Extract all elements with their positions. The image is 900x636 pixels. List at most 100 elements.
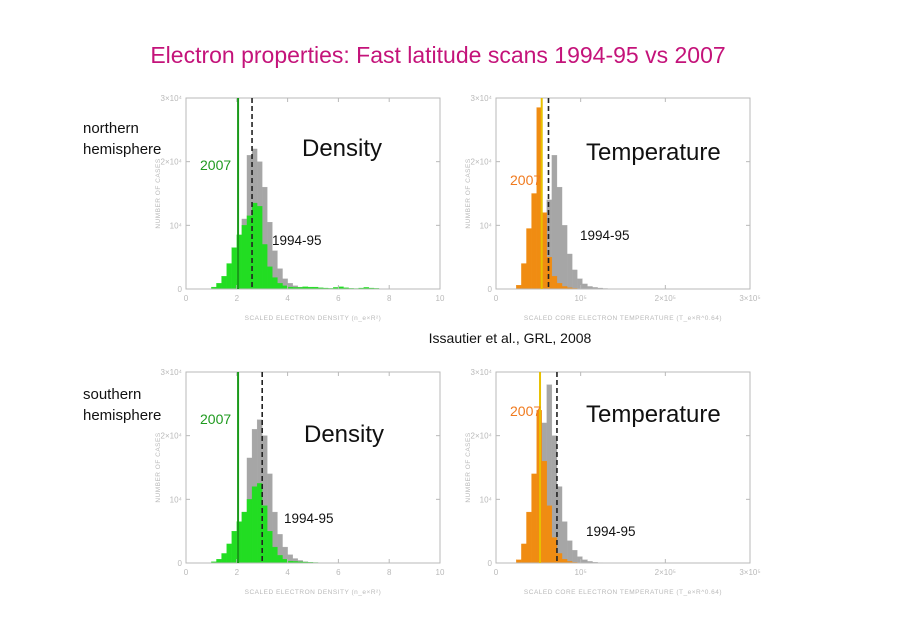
histogram-bar <box>577 556 583 564</box>
hemisphere-label-south: southern hemisphere <box>83 384 161 426</box>
y-axis-label: NUMBER OF CASES <box>155 432 162 503</box>
histogram-north-temperature: 0 10⁴ 2×10⁴ 3×10⁴ 0 10⁵ 2×10⁵ 3×10⁵ SCALED CORE … <box>465 94 761 322</box>
x-tick-label: 10⁵ <box>575 294 587 303</box>
panel-title: Temperature <box>586 401 721 428</box>
x-tick-label: 4 <box>285 568 290 577</box>
histogram-bar <box>526 511 532 564</box>
y-tick-label: 2×10⁴ <box>161 432 183 441</box>
x-tick-label: 6 <box>336 294 341 303</box>
histogram-bar <box>246 499 253 564</box>
series-label-2007: 2007 <box>510 172 541 188</box>
hemisphere-label-north: northern hemisphere <box>83 118 161 160</box>
histogram-bar <box>226 543 232 564</box>
histogram-bar <box>546 505 553 564</box>
hemisphere-label-line: hemisphere <box>83 141 162 158</box>
x-tick-label: 2 <box>235 294 240 303</box>
x-tick-label: 10 <box>436 568 445 577</box>
x-tick-label: 6 <box>336 568 341 577</box>
series-2007-bars <box>516 107 578 290</box>
y-tick-label: 3×10⁴ <box>471 368 493 377</box>
y-tick-label: 2×10⁴ <box>471 432 493 441</box>
x-tick-label: 10 <box>436 294 445 303</box>
histogram-bar <box>272 277 278 290</box>
histogram-bar <box>221 553 227 564</box>
histogram-bar <box>231 531 237 564</box>
histogram-bar <box>221 276 227 290</box>
histogram-bar <box>267 266 273 290</box>
y-tick-label: 3×10⁴ <box>161 94 183 103</box>
y-axis-label: NUMBER OF CASES <box>465 158 472 229</box>
x-tick-label: 0 <box>494 294 499 303</box>
histogram-bar <box>226 263 232 290</box>
histogram-bar <box>277 283 283 290</box>
y-tick-label: 10⁴ <box>480 221 493 230</box>
series-2007-bars <box>211 202 380 290</box>
histogram-bar <box>241 511 248 564</box>
x-tick-label: 0 <box>494 568 499 577</box>
series-label-2007: 2007 <box>200 411 231 427</box>
y-tick-label: 0 <box>178 285 183 294</box>
histogram-bar <box>556 283 563 290</box>
x-tick-label: 3×10⁵ <box>739 568 760 577</box>
y-axis-label: NUMBER OF CASES <box>155 158 162 229</box>
histogram-bar <box>541 460 547 564</box>
x-tick-label: 8 <box>387 568 392 577</box>
histogram-bar <box>531 473 537 564</box>
y-tick-label: 0 <box>178 559 183 568</box>
x-tick-label: 2×10⁵ <box>655 294 676 303</box>
x-axis-label: SCALED ELECTRON DENSITY (n_e×R²) <box>245 315 382 322</box>
y-tick-label: 2×10⁴ <box>471 158 493 167</box>
x-tick-label: 10⁵ <box>575 568 587 577</box>
y-tick-label: 0 <box>488 285 493 294</box>
hemisphere-label-line: hemisphere <box>83 407 162 424</box>
histogram-bar <box>551 155 558 290</box>
x-axis-label: SCALED CORE ELECTRON TEMPERATURE (T_e×R^… <box>524 315 722 322</box>
y-tick-label: 10⁴ <box>480 495 493 504</box>
histogram-bar <box>582 283 588 290</box>
series-label-2007: 2007 <box>510 403 541 419</box>
plot-frame <box>185 97 441 290</box>
series-label-1994-95: 1994-95 <box>586 524 636 539</box>
histogram-bar <box>272 546 278 564</box>
hemisphere-label-line: northern <box>83 120 139 137</box>
histogram-bar <box>572 269 578 290</box>
histogram-bar <box>551 276 558 290</box>
plot-frame <box>495 371 751 564</box>
y-tick-label: 10⁴ <box>170 221 183 230</box>
citation: Issautier et al., GRL, 2008 <box>428 330 592 346</box>
histogram-bar <box>262 244 268 290</box>
series-label-1994-95: 1994-95 <box>580 228 630 243</box>
x-tick-label: 0 <box>184 294 189 303</box>
series-label-1994-95: 1994-95 <box>284 511 334 526</box>
histogram-bar <box>521 543 527 564</box>
x-tick-label: 2×10⁵ <box>655 568 676 577</box>
x-tick-label: 8 <box>387 294 392 303</box>
histogram-bar <box>561 559 568 564</box>
x-axis-label: SCALED CORE ELECTRON TEMPERATURE (T_e×R^… <box>524 589 722 596</box>
histogram-bar <box>572 550 578 564</box>
histogram-bar <box>556 186 563 290</box>
y-axis-label: NUMBER OF CASES <box>465 432 472 503</box>
histogram-bar <box>566 540 573 564</box>
histogram-bar <box>231 247 237 290</box>
x-axis-label: SCALED ELECTRON DENSITY (n_e×R²) <box>245 589 382 596</box>
x-tick-label: 3×10⁵ <box>739 294 760 303</box>
series-label-1994-95: 1994-95 <box>272 233 322 248</box>
y-tick-label: 0 <box>488 559 493 568</box>
histogram-bar <box>521 263 527 290</box>
histogram-bar <box>251 486 258 564</box>
histogram-bar <box>277 555 283 564</box>
histogram-bar <box>531 193 537 290</box>
histogram-bar <box>526 228 532 290</box>
histogram-south-temperature: 0 10⁴ 2×10⁴ 3×10⁴ 0 10⁵ 2×10⁵ 3×10⁵ SCALED CORE … <box>465 368 761 596</box>
x-tick-label: 0 <box>184 568 189 577</box>
y-tick-label: 10⁴ <box>170 495 183 504</box>
panel-title: Density <box>302 135 382 162</box>
panel-title: Temperature <box>586 139 721 166</box>
histogram-bar <box>561 225 568 290</box>
hemisphere-label-line: southern <box>83 386 142 403</box>
histogram-bar <box>216 283 222 290</box>
series-2007-bars <box>211 483 319 564</box>
histogram-bar <box>516 285 522 290</box>
panel-title: Density <box>304 421 384 448</box>
